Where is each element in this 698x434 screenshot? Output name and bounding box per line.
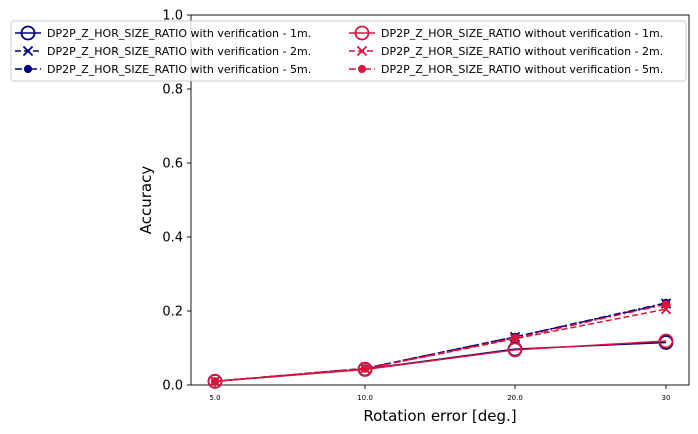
legend-entry: DP2P_Z_HOR_SIZE_RATIO without verificati… [349, 45, 663, 58]
data-point [510, 333, 520, 343]
y-tick-label: 0.0 [162, 379, 183, 394]
series-line [214, 303, 667, 383]
legend-entry: DP2P_Z_HOR_SIZE_RATIO with verification … [15, 25, 311, 41]
data-point [360, 364, 370, 373]
y-tick-label: 0.2 [162, 305, 183, 320]
x-axis-label: Rotation error [deg.] [363, 407, 516, 425]
legend-marker [357, 64, 367, 74]
x-tick-label: 20.0 [507, 394, 523, 402]
legend-box [10, 20, 687, 82]
y-tick-label: 0.6 [162, 157, 183, 172]
legend-marker [354, 25, 370, 41]
legend-label: DP2P_Z_HOR_SIZE_RATIO with verification … [47, 27, 311, 40]
y-tick-label: 1.0 [162, 9, 183, 24]
legend-marker [22, 45, 34, 57]
legend-label: DP2P_Z_HOR_SIZE_RATIO without verificati… [381, 27, 663, 40]
legend-marker [356, 45, 368, 57]
series-4 [207, 333, 674, 389]
legend-marker [23, 64, 33, 74]
series-1 [207, 335, 674, 389]
x-tick-label: 5.0 [209, 394, 220, 402]
legend-entry: DP2P_Z_HOR_SIZE_RATIO without verificati… [349, 63, 663, 76]
series-3 [210, 298, 671, 386]
y-axis-label: Accuracy [137, 166, 155, 235]
data-point [357, 362, 373, 377]
axes: 0.0 0.2 0.4 0.6 0.8 1.0 5.0 10.0 20.0 30 [162, 9, 690, 402]
y-tick-label: 0.8 [162, 83, 183, 98]
plot-frame [190, 14, 690, 386]
legend-entry: DP2P_Z_HOR_SIZE_RATIO with verification … [15, 63, 311, 76]
data-point [661, 300, 671, 309]
legend-label: DP2P_Z_HOR_SIZE_RATIO without verificati… [381, 45, 663, 58]
legend-label: DP2P_Z_HOR_SIZE_RATIO with verification … [47, 63, 311, 76]
legend-marker [20, 25, 36, 41]
legend: DP2P_Z_HOR_SIZE_RATIO with verification … [10, 20, 687, 82]
legend-label: DP2P_Z_HOR_SIZE_RATIO without verificati… [381, 63, 663, 76]
legend-entry: DP2P_Z_HOR_SIZE_RATIO with verification … [15, 45, 311, 58]
series-line [214, 302, 667, 383]
data-point [507, 342, 523, 358]
series-6 [210, 300, 671, 386]
x-tick-label: 30 [662, 394, 671, 402]
series-line [214, 302, 667, 383]
series-2 [209, 298, 672, 387]
y-tick-label: 0.4 [162, 231, 183, 246]
legend-entry: DP2P_Z_HOR_SIZE_RATIO without verificati… [349, 25, 663, 41]
x-tick-label: 10.0 [357, 394, 373, 402]
data-point [658, 333, 674, 349]
data-point [210, 377, 220, 386]
legend-label: DP2P_Z_HOR_SIZE_RATIO with verification … [47, 45, 311, 58]
series-group [207, 298, 674, 389]
